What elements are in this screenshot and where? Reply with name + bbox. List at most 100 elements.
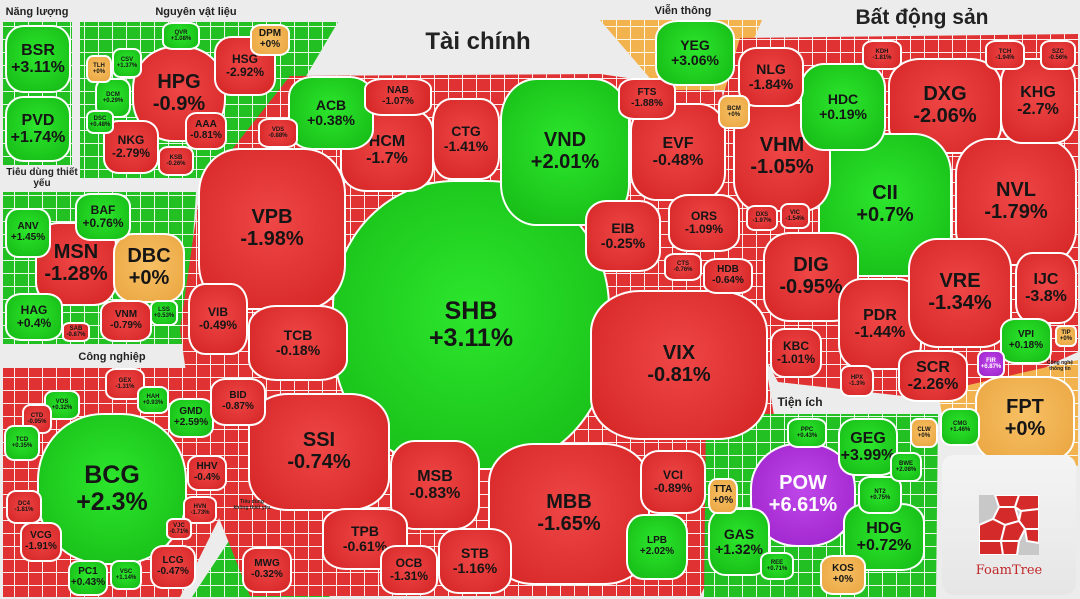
stock-change: +0.35% [11,443,33,449]
stock-cell-fts[interactable]: FTS -1.88% [618,78,676,120]
stock-cell-yeg[interactable]: YEG +3.06% [655,20,735,86]
stock-cell-kdh[interactable]: KDH -1.81% [862,40,902,70]
stock-cell-ssi[interactable]: SSI -0.74% [248,393,390,511]
stock-cell-lpb[interactable]: LPB +2.02% [626,514,688,580]
stock-cell-tcd[interactable]: TCD +0.35% [4,425,40,461]
stock-cell-vix[interactable]: VIX -0.81% [590,290,768,440]
group-title-realestate: Bất động sản [855,6,989,29]
stock-ticker: IJC [1033,270,1059,288]
stock-cell-ctg[interactable]: CTG -1.41% [432,98,500,180]
stock-cell-ree[interactable]: REE +0.71% [760,552,794,580]
stock-change: -1.09% [684,222,724,236]
stock-cell-hpx[interactable]: HPX -1.3% [840,365,874,397]
stock-cell-vib[interactable]: VIB -0.49% [188,283,248,355]
stock-cell-tlh[interactable]: TLH +0% [86,55,112,83]
stock-cell-tta[interactable]: TTA +0% [708,478,738,514]
stock-cell-lss[interactable]: LSS +0.53% [150,300,178,326]
stock-cell-hah[interactable]: HAH +0.93% [137,386,169,414]
stock-cell-mwg[interactable]: MWG -0.32% [242,547,292,593]
stock-cell-ppc[interactable]: PPC +0.43% [787,418,827,448]
stock-cell-qvr[interactable]: QVR +1.08% [162,22,200,50]
foamtree-logo-text: FoamTree [975,563,1043,578]
stock-cell-kbc[interactable]: KBC -1.01% [770,328,822,378]
stock-cell-pc1[interactable]: PC1 +0.43% [68,560,108,596]
stock-ticker: KBC [783,339,809,354]
stock-cell-dig[interactable]: DIG -0.95% [763,232,859,322]
foamtree-logo[interactable]: FoamTree [942,455,1076,595]
stock-cell-geg[interactable]: GEG +3.99% [838,418,898,476]
stock-cell-vds[interactable]: VDS -0.88% [258,118,298,148]
stock-ticker: SCR [916,358,950,376]
stock-ticker: BID [229,390,247,402]
stock-cell-bcg[interactable]: BCG +2.3% [37,413,187,565]
stock-ticker: TTA [713,484,733,496]
stock-cell-cmg[interactable]: CMG +1.46% [940,408,980,446]
stock-cell-vsc[interactable]: VSC +1.14% [110,560,142,590]
stock-cell-ijc[interactable]: IJC -3.8% [1015,252,1077,324]
stock-cell-bid[interactable]: BID -0.87% [210,378,266,426]
stock-cell-baf[interactable]: BAF +0.76% [75,193,131,241]
stock-cell-vjc[interactable]: VJC -0.71% [166,518,192,540]
stock-cell-mbb[interactable]: MBB -1.65% [488,443,650,585]
stock-cell-cts[interactable]: CTS -0.76% [664,253,702,281]
stock-cell-fir[interactable]: FIR +6.87% [977,350,1005,378]
stock-cell-anv[interactable]: ANV +1.45% [5,208,51,258]
stock-cell-kos[interactable]: KOS +0% [820,555,866,595]
stock-ticker: PDR [863,306,897,324]
stock-cell-acb[interactable]: ACB +0.38% [288,76,374,150]
stock-cell-vpi[interactable]: VPI +0.18% [1000,318,1052,364]
stock-ticker: MSB [417,467,453,485]
stock-cell-vre[interactable]: VRE -1.34% [908,238,1012,348]
stock-cell-bcm[interactable]: BCM +0% [718,95,750,129]
stock-cell-sab[interactable]: SAB -0.87% [62,322,90,342]
stock-ticker: GEX [118,377,132,384]
stock-cell-clw[interactable]: CLW +0% [910,418,938,448]
stock-cell-dxs[interactable]: DXS -1.97% [746,205,778,231]
stock-cell-vcg[interactable]: VCG -1.91% [20,522,62,562]
stock-cell-dc4[interactable]: DC4 -1.81% [6,490,42,524]
stock-cell-gas[interactable]: GAS +1.32% [708,508,770,576]
stock-cell-vic[interactable]: VIC -1.54% [780,203,810,229]
stock-ticker: AAA [195,119,217,131]
stock-cell-hag[interactable]: HAG +0.4% [5,293,63,341]
stock-cell-gex[interactable]: GEX -1.31% [105,368,145,400]
stock-change: -0.87% [66,332,86,338]
stock-ticker: CMG [953,420,967,427]
stock-cell-nlg[interactable]: NLG -1.84% [738,47,804,107]
stock-cell-dpm[interactable]: DPM +0% [250,24,290,56]
stock-cell-scr[interactable]: SCR -2.26% [898,350,968,402]
stock-cell-hdc[interactable]: HDC +0.19% [800,63,886,151]
stock-cell-ocb[interactable]: OCB -1.31% [380,545,438,595]
stock-cell-gmd[interactable]: GMD +2.59% [168,398,214,438]
stock-cell-pvd[interactable]: PVD +1.74% [5,96,71,162]
stock-cell-tch[interactable]: TCH -1.94% [985,40,1025,70]
stock-cell-tcb[interactable]: TCB -0.18% [248,305,348,381]
stock-ticker: EVF [662,134,694,152]
stock-cell-vnm[interactable]: VNM -0.79% [100,300,152,342]
stock-cell-dsc[interactable]: DSC +0.48% [86,110,114,134]
stock-ticker: DC4 [17,500,30,507]
stock-cell-nab[interactable]: NAB -1.07% [364,78,432,116]
stock-cell-szc[interactable]: SZC -0.56% [1040,40,1076,70]
stock-cell-vci[interactable]: VCI -0.89% [640,450,706,514]
stock-cell-lcg[interactable]: LCG -0.47% [150,545,196,589]
stock-cell-ksb[interactable]: KSB -0.26% [158,146,194,176]
stock-ticker: VOS [55,398,69,405]
stock-cell-nt2[interactable]: NT2 +0.75% [858,476,902,514]
stock-cell-hhv[interactable]: HHV -0.4% [187,455,227,491]
stock-cell-dbc[interactable]: DBC +0% [113,233,185,303]
stock-cell-tip[interactable]: TIP +0% [1055,325,1077,347]
stock-cell-eib[interactable]: EIB -0.25% [585,200,661,272]
stock-cell-bwe[interactable]: BWE +2.08% [890,452,922,482]
stock-change: +1.32% [715,541,763,557]
stock-cell-aaa[interactable]: AAA -0.81% [185,112,227,150]
stock-cell-ors[interactable]: ORS -1.09% [668,194,740,252]
stock-cell-fpt[interactable]: FPT +0% [975,376,1075,462]
stock-cell-hdb[interactable]: HDB -0.64% [703,258,753,294]
stock-cell-msb[interactable]: MSB -0.83% [390,440,480,530]
stock-cell-khg[interactable]: KHG -2.7% [1000,58,1076,144]
stock-cell-bsr[interactable]: BSR +3.11% [5,25,71,93]
stock-cell-stb[interactable]: STB -1.16% [438,528,512,594]
stock-cell-csv[interactable]: CSV +1.37% [112,48,142,78]
stock-change: -1.3% [849,381,865,387]
